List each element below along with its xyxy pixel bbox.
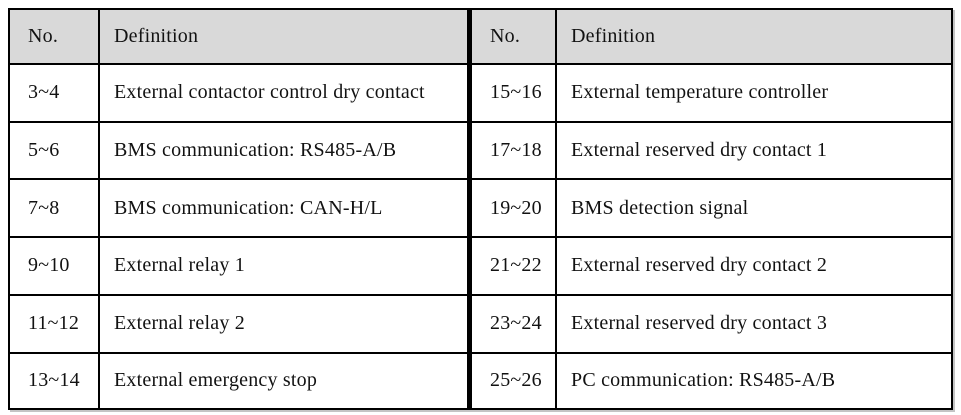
cell-no: 3~4 <box>10 64 100 122</box>
table-row: 7~8 BMS communication: CAN-H/L <box>10 178 467 238</box>
table-row: 11~12 External relay 2 <box>10 293 467 353</box>
table-row: 9~10 External relay 1 <box>10 236 467 295</box>
table-row: 23~24 External reserved dry contact 3 <box>472 293 951 353</box>
cell-no: 15~16 <box>472 64 557 122</box>
cell-definition: BMS communication: RS485-A/B <box>99 120 467 180</box>
cell-definition: External temperature controller <box>571 81 829 104</box>
cell-no: 11~12 <box>10 293 100 353</box>
header-row: No. Definition <box>472 10 951 65</box>
cell-definition: External reserved dry contact 3 <box>556 293 951 353</box>
cell-definition: External contactor control dry contact <box>114 81 425 104</box>
pin-table-right: No. Definition 15~16 External temperatur… <box>472 10 951 408</box>
table-row: 15~16 External temperature controller <box>472 64 951 122</box>
cell-definition: External reserved dry contact 1 <box>556 120 951 180</box>
cell-no: 19~20 <box>472 178 557 238</box>
table-row: 19~20 BMS detection signal <box>472 178 951 238</box>
cell-no: 5~6 <box>10 120 100 180</box>
table-row: 25~26 PC communication: RS485-A/B <box>472 351 951 408</box>
header-row: No. Definition <box>10 10 467 65</box>
column-header-definition: Definition <box>99 10 467 65</box>
column-header-no: No. <box>472 10 557 65</box>
cell-definition: External relay 2 <box>99 293 467 353</box>
cell-definition: External reserved dry contact 2 <box>556 236 951 295</box>
cell-definition: BMS communication: CAN-H/L <box>99 178 467 238</box>
pin-definition-table: No. Definition 3~4 External contactor co… <box>8 8 953 410</box>
cell-no: 9~10 <box>10 236 100 295</box>
table-row: 5~6 BMS communication: RS485-A/B <box>10 120 467 180</box>
cell-no: 25~26 <box>472 351 557 408</box>
column-header-no: No. <box>10 10 100 65</box>
cell-no: 23~24 <box>472 293 557 353</box>
pin-table-left: No. Definition 3~4 External contactor co… <box>10 10 467 408</box>
table-row: 17~18 External reserved dry contact 1 <box>472 120 951 180</box>
table-row: 13~14 External emergency stop <box>10 351 467 408</box>
cell-definition: External relay 1 <box>99 236 467 295</box>
column-header-definition: Definition <box>556 10 951 65</box>
cell-no: 21~22 <box>472 236 557 295</box>
cell-definition: BMS detection signal <box>556 178 951 238</box>
cell-no: 13~14 <box>10 351 100 408</box>
cell-no: 17~18 <box>472 120 557 180</box>
cell-no: 7~8 <box>10 178 100 238</box>
table-row: 3~4 External contactor control dry conta… <box>10 64 467 122</box>
cell-definition: External emergency stop <box>99 351 467 408</box>
cell-definition: PC communication: RS485-A/B <box>556 351 951 408</box>
table-center-divider <box>467 10 472 408</box>
table-row: 21~22 External reserved dry contact 2 <box>472 236 951 295</box>
